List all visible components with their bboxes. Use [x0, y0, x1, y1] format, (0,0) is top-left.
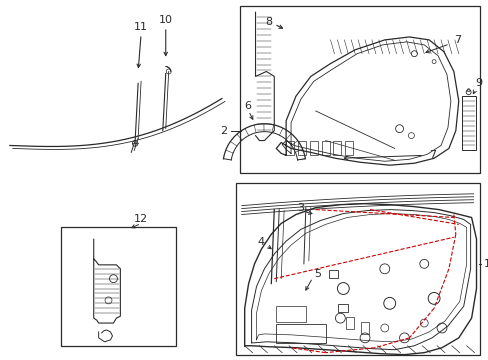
Text: 12: 12	[134, 215, 148, 225]
Text: 6: 6	[244, 101, 251, 111]
Text: 4: 4	[257, 237, 264, 247]
Text: 8: 8	[264, 17, 271, 27]
Bar	[235, 183, 480, 355]
Bar	[297, 140, 305, 155]
Bar	[346, 317, 353, 329]
Bar	[285, 140, 293, 155]
Bar	[360, 322, 368, 334]
Bar	[276, 306, 305, 322]
Bar	[345, 140, 352, 155]
Bar	[309, 140, 317, 155]
Bar	[338, 304, 347, 312]
Bar	[333, 140, 341, 155]
Text: 5: 5	[313, 269, 320, 279]
Bar	[328, 270, 338, 278]
Text: 9: 9	[474, 78, 482, 88]
Text: 1: 1	[483, 259, 488, 269]
Bar	[239, 6, 480, 173]
Text: 2: 2	[219, 126, 226, 136]
Text: 11: 11	[134, 22, 148, 32]
Text: 7: 7	[428, 150, 435, 160]
Text: 7: 7	[453, 35, 460, 45]
Bar	[461, 96, 474, 150]
Bar	[61, 228, 175, 346]
Bar	[321, 140, 329, 155]
Bar	[276, 324, 325, 343]
Text: 3: 3	[296, 203, 303, 213]
Text: 10: 10	[159, 15, 172, 25]
